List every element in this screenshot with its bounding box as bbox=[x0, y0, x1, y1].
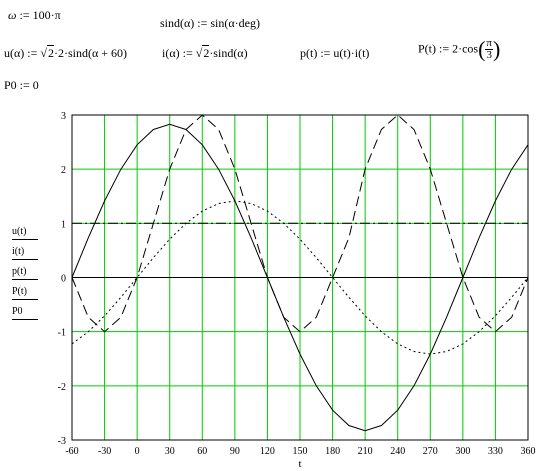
sqrt-sign: √ bbox=[195, 46, 203, 60]
i-def-rhs: ·sind(α) bbox=[209, 46, 248, 60]
assign-op: := bbox=[19, 8, 30, 22]
y-tick-label: 3 bbox=[61, 111, 66, 122]
x-tick-label: 240 bbox=[390, 446, 405, 457]
i-def-lhs: i(α) := bbox=[162, 46, 193, 60]
open-paren: ( bbox=[478, 36, 486, 62]
u-def-sqrt: 2 bbox=[46, 45, 54, 60]
y-tick-label: 2 bbox=[61, 165, 66, 176]
y-tick-label: -2 bbox=[58, 382, 66, 393]
x-tick-label: 90 bbox=[230, 446, 240, 457]
x-tick-label: -30 bbox=[98, 446, 111, 457]
y-tick-label: -1 bbox=[58, 328, 66, 339]
legend-label-p: p(t) bbox=[12, 266, 38, 280]
omega-symbol: ω bbox=[8, 8, 17, 22]
y-tick-label: 0 bbox=[61, 274, 66, 285]
x-tick-label: 300 bbox=[455, 446, 470, 457]
legend-label-P: P(t) bbox=[12, 286, 38, 300]
i-def-sqrt: 2 bbox=[202, 45, 210, 60]
frac-den: 3 bbox=[486, 49, 492, 61]
omega-definition: ω := 100·π bbox=[8, 8, 61, 22]
x-axis-label: t bbox=[298, 458, 301, 470]
x-tick-label: 270 bbox=[423, 446, 438, 457]
x-tick-label: 120 bbox=[260, 446, 275, 457]
frac-num: π bbox=[485, 37, 493, 50]
x-tick-label: 210 bbox=[358, 446, 373, 457]
y-tick-label: 1 bbox=[61, 219, 66, 230]
u-definition: u(α) := √2·2·sind(α + 60) bbox=[4, 45, 128, 60]
x-tick-label: 60 bbox=[197, 446, 207, 457]
omega-value: 100·π bbox=[32, 8, 61, 22]
legend-label-i: i(t) bbox=[12, 246, 38, 260]
series-line-pt bbox=[71, 114, 529, 333]
y-tick-label: -3 bbox=[58, 436, 66, 447]
p-definition: p(t) := u(t)·i(t) bbox=[300, 46, 370, 60]
i-definition: i(α) := √2·sind(α) bbox=[162, 45, 248, 60]
sqrt-sign: √ bbox=[40, 46, 47, 60]
P0-definition: P0 := 0 bbox=[4, 78, 39, 92]
series-line-it bbox=[71, 200, 529, 355]
y-axis-legend-labels: u(t) i(t) p(t) P(t) P0 bbox=[12, 226, 38, 320]
x-tick-label: 360 bbox=[521, 446, 536, 457]
x-tick-label: 0 bbox=[135, 446, 140, 457]
sind-definition: sind(α) := sin(α·deg) bbox=[160, 16, 260, 30]
x-tick-label: 180 bbox=[325, 446, 340, 457]
close-paren: ) bbox=[492, 36, 501, 62]
legend-label-P0: P0 bbox=[12, 306, 38, 320]
u-def-rhs: ·2·sind(α + 60) bbox=[53, 46, 128, 60]
legend-label-u: u(t) bbox=[12, 226, 38, 240]
P-def-lhs: P(t) := 2·cos bbox=[418, 41, 479, 56]
x-tick-label: 30 bbox=[165, 446, 175, 457]
u-def-lhs: u(α) := bbox=[4, 46, 38, 60]
x-tick-label: 150 bbox=[293, 446, 308, 457]
series-line-ut bbox=[71, 123, 529, 432]
x-tick-label: -60 bbox=[65, 446, 78, 457]
P-definition: P(t) := 2·cos(π 3) bbox=[418, 38, 500, 61]
x-tick-label: 330 bbox=[488, 446, 503, 457]
